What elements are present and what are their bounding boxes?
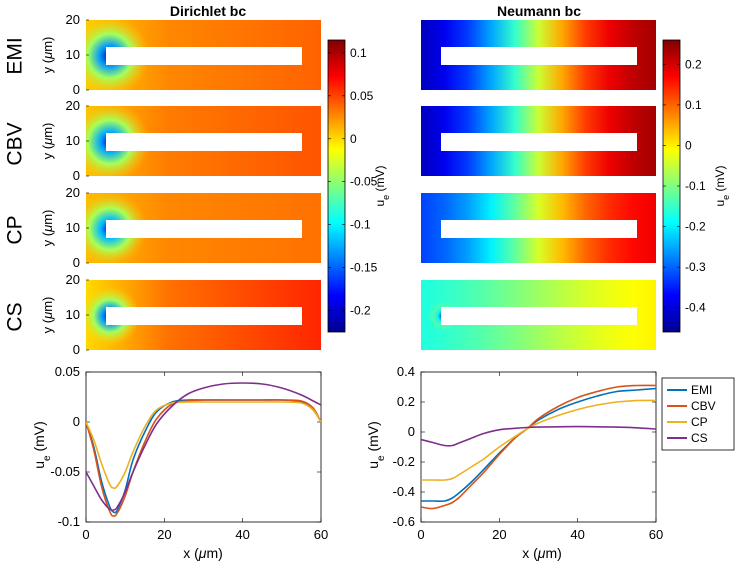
line-plot-dirichlet-ylabel: ue (mV) xyxy=(31,421,53,469)
heatmap-ytick-label: 0 xyxy=(73,82,80,97)
ytick-label: -0.6 xyxy=(393,514,415,529)
heatmap-dirichlet-cs: 20 10 0 y (μm) xyxy=(40,272,321,357)
xtick-label: 0 xyxy=(82,527,89,542)
heatmap-neumann-cp xyxy=(421,193,656,263)
line-plot-neumann: 0 20 40 60 0.4 0.2 0 -0.2 -0.4 -0.6 xyxy=(393,364,664,542)
ytick-label: -0.4 xyxy=(393,484,415,499)
heatmap-ytick-label: 10 xyxy=(66,133,80,148)
heatmap-dirichlet-cp: 20 10 0 y (μm) xyxy=(40,185,321,270)
colorbar-tick-label: 0 xyxy=(685,138,692,152)
cell-hole xyxy=(441,47,637,65)
series-line-cbv xyxy=(421,384,656,510)
xtick-label: 40 xyxy=(235,527,249,542)
column-title-dirichlet: Dirichlet bc xyxy=(170,3,246,19)
legend-label-cs: CS xyxy=(691,431,708,445)
colorbar-tick-label: -0.2 xyxy=(685,220,706,234)
heatmap-ytick-label: 20 xyxy=(66,12,80,27)
heatmap-neumann-cbv xyxy=(421,106,656,176)
legend-label-cp: CP xyxy=(691,415,708,429)
colorbar-neumann: 0.2 0.1 0 -0.1 -0.2 -0.3 -0.4 xyxy=(662,39,706,333)
ytick-label: -0.05 xyxy=(50,464,80,479)
cell-hole xyxy=(106,220,302,238)
cell-hole xyxy=(441,307,637,325)
colorbar-dirichlet-label: ue (mV) xyxy=(373,165,391,206)
colorbar-dirichlet-bar xyxy=(327,39,346,333)
heatmap-ylabel: y (μm) xyxy=(40,37,55,74)
colorbar-tick-label: 0 xyxy=(350,132,357,146)
line-plot-neumann-xlabel: x (μm) xyxy=(522,545,562,561)
row-label-emi: EMI xyxy=(4,37,27,74)
series-line-cp xyxy=(421,399,656,481)
legend-label-cbv: CBV xyxy=(691,399,716,413)
xtick-label: 20 xyxy=(157,527,171,542)
heatmap-ytick-label: 20 xyxy=(66,185,80,200)
line-plot-neumann-ylabel: ue (mV) xyxy=(365,421,387,469)
heatmap-ytick-label: 20 xyxy=(66,272,80,287)
cell-hole xyxy=(441,133,637,151)
column-title-neumann: Neumann bc xyxy=(497,3,581,19)
colorbar-tick-label: -0.15 xyxy=(350,261,378,275)
colorbar-tick-label: -0.05 xyxy=(350,175,378,189)
ytick-label: 0.05 xyxy=(55,364,80,379)
heatmap-ytick-label: 0 xyxy=(73,168,80,183)
heatmap-ytick-label: 10 xyxy=(66,307,80,322)
heatmap-ytick-label: 0 xyxy=(73,342,80,357)
row-label-cbv: CBV xyxy=(4,122,27,165)
legend: EMI CBV CP CS xyxy=(661,377,735,451)
heatmap-neumann-cs xyxy=(421,280,656,350)
row-label-cp: CP xyxy=(4,215,27,244)
ytick-label: -0.2 xyxy=(393,454,415,469)
cell-hole xyxy=(441,220,637,238)
xtick-label: 40 xyxy=(570,527,584,542)
colorbar-tick-label: -0.2 xyxy=(350,304,371,318)
cell-hole xyxy=(106,47,302,65)
ytick-label: 0 xyxy=(73,414,80,429)
xtick-label: 60 xyxy=(314,527,328,542)
colorbar-tick-label: -0.4 xyxy=(685,301,706,315)
colorbar-tick-label: 0.2 xyxy=(685,57,702,71)
heatmap-neumann-emi xyxy=(421,20,656,90)
colorbar-neumann-label: ue (mV) xyxy=(713,165,731,206)
series-line-cp xyxy=(86,401,321,490)
ytick-label: 0 xyxy=(408,424,415,439)
line-plot-dirichlet: 0 20 40 60 0.05 0 -0.05 -0.1 xyxy=(50,364,328,542)
heatmap-ytick-label: 0 xyxy=(73,255,80,270)
ytick-label: 0.2 xyxy=(397,394,415,409)
colorbar-tick-label: -0.3 xyxy=(685,260,706,274)
heatmap-ytick-label: 10 xyxy=(66,47,80,62)
series-line-cs xyxy=(421,425,656,447)
xtick-label: 60 xyxy=(649,527,663,542)
xtick-label: 0 xyxy=(417,527,424,542)
legend-label-emi: EMI xyxy=(691,383,712,397)
row-label-cs: CS xyxy=(4,302,27,331)
ytick-label: -0.1 xyxy=(58,514,80,529)
line-plot-dirichlet-xlabel: x (μm) xyxy=(183,545,223,561)
series-line-cs xyxy=(86,382,321,512)
heatmap-ylabel: y (μm) xyxy=(40,123,55,160)
heatmap-ylabel: y (μm) xyxy=(40,210,55,247)
colorbar-tick-label: 0.05 xyxy=(350,89,374,103)
colorbar-dirichlet: 0.1 0.05 0 -0.05 -0.1 -0.15 -0.2 xyxy=(327,39,378,333)
colorbar-tick-label: -0.1 xyxy=(350,218,371,232)
heatmap-ytick-label: 20 xyxy=(66,98,80,113)
cell-hole xyxy=(106,307,302,325)
heatmap-ylabel: y (μm) xyxy=(40,297,55,334)
series-line-cbv xyxy=(86,399,321,517)
heatmap-dirichlet-cbv: 20 10 0 y (μm) xyxy=(40,98,321,183)
heatmap-ytick-label: 10 xyxy=(66,220,80,235)
heatmap-dirichlet-emi: 20 10 0 y (μm) xyxy=(40,12,321,97)
colorbar-tick-label: 0.1 xyxy=(350,46,367,60)
ytick-label: 0.4 xyxy=(397,364,415,379)
heatmap-grid: 20 10 0 y (μm) 20 10 0 y (μm) 20 10 0 y (μm) 20 10 0 y … xyxy=(40,12,656,357)
colorbar-tick-label: 0.1 xyxy=(685,98,702,112)
colorbar-tick-label: -0.1 xyxy=(685,179,706,193)
cell-hole xyxy=(106,133,302,151)
xtick-label: 20 xyxy=(492,527,506,542)
